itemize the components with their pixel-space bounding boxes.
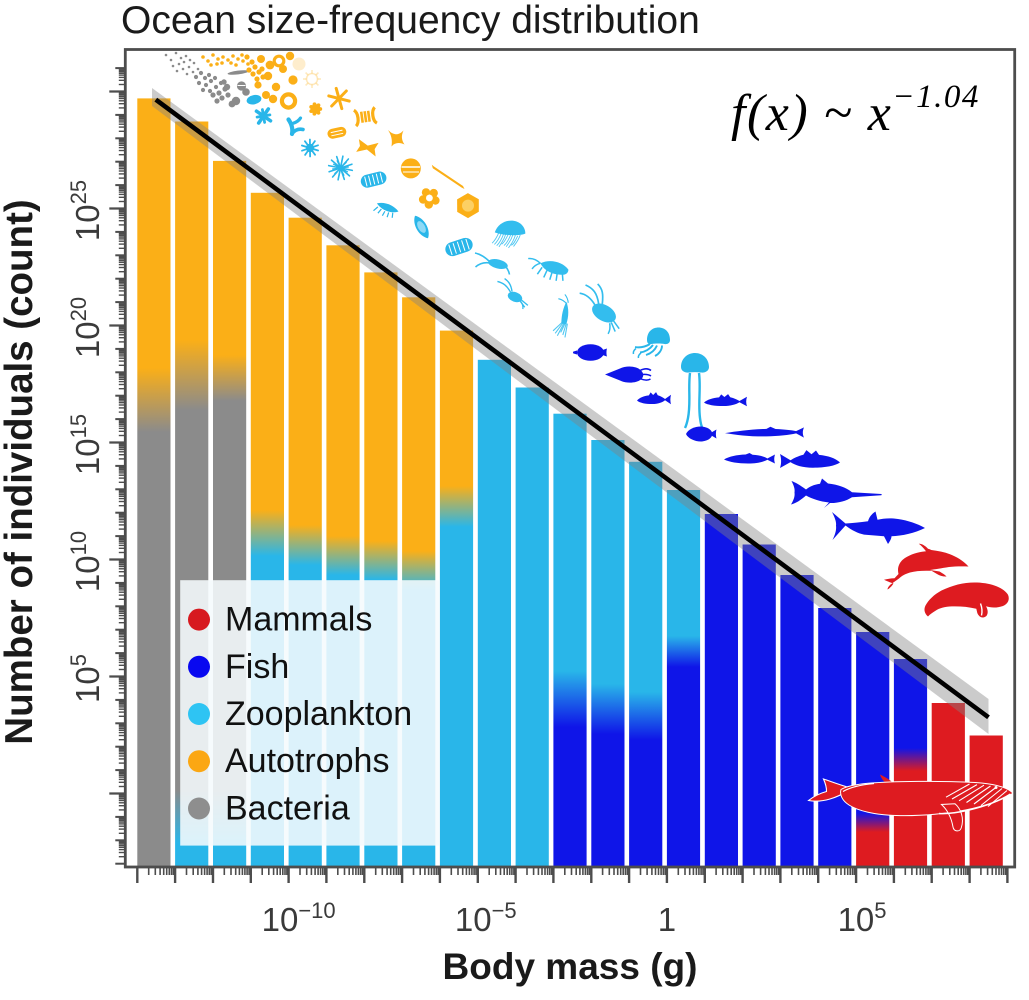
svg-text:1015: 1015 (66, 414, 106, 475)
svg-text:105: 105 (838, 898, 887, 938)
svg-text:Zooplankton: Zooplankton (225, 695, 412, 733)
svg-text:Number of individuals (count): Number of individuals (count) (0, 199, 41, 744)
svg-text:f(x) ~ x−1.04: f(x) ~ x−1.04 (731, 79, 980, 142)
svg-text:Ocean size-frequency distribut: Ocean size-frequency distribution (121, 0, 700, 42)
svg-text:1: 1 (658, 901, 676, 938)
svg-text:105: 105 (66, 654, 106, 703)
svg-text:Body mass (g): Body mass (g) (443, 946, 698, 987)
svg-text:Autotrophs: Autotrophs (225, 742, 389, 780)
svg-text:1025: 1025 (66, 180, 106, 241)
svg-text:Fish: Fish (225, 648, 289, 686)
svg-text:Mammals: Mammals (225, 601, 372, 639)
svg-text:1020: 1020 (66, 297, 106, 358)
svg-text:Bacteria: Bacteria (225, 790, 350, 828)
svg-text:1010: 1010 (66, 531, 106, 592)
svg-text:10−10: 10−10 (262, 898, 336, 938)
svg-text:10−5: 10−5 (455, 898, 517, 938)
